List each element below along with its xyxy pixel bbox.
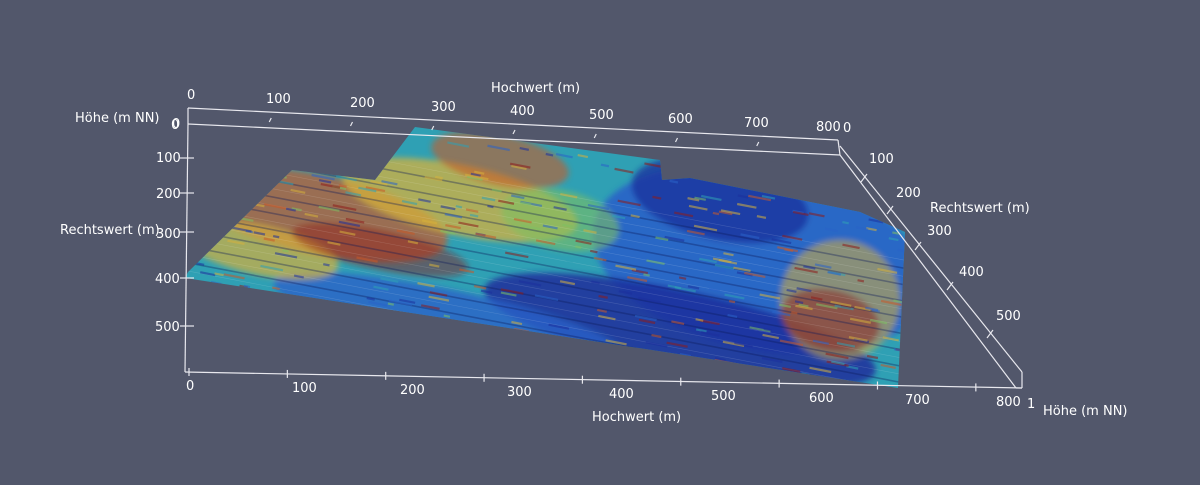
left-rechtswert-tick: 100 <box>156 151 181 166</box>
left-hoehe-axis-title: Höhe (m NN) <box>75 111 160 126</box>
top-hochwert-ticks: 0 100 200 300 400 500 600 700 800 <box>187 88 841 135</box>
bottom-hochwert-axis-title: Hochwert (m) <box>592 410 681 425</box>
top-hochwert-tick: 500 <box>589 108 614 123</box>
left-rechtswert-tick: 400 <box>155 272 180 287</box>
top-hochwert-tick: 100 <box>266 92 291 107</box>
left-rechtswert-ticks: 0 100 200 300 400 500 <box>155 117 181 335</box>
right-rechtswert-tick: 400 <box>959 265 984 280</box>
top-hochwert-tick: 300 <box>431 100 456 115</box>
top-hochwert-axis-title: Hochwert (m) <box>491 81 580 96</box>
axes-box <box>180 107 1023 392</box>
left-rechtswert-axis-title: Rechtswert (m) <box>60 223 160 238</box>
top-hochwert-tick: 400 <box>510 104 535 119</box>
right-hoehe-axis-title: Höhe (m NN) <box>1043 404 1128 419</box>
bottom-hochwert-tick: 700 <box>905 393 930 408</box>
right-rechtswert-axis-title: Rechtswert (m) <box>930 201 1030 216</box>
left-rechtswert-tick: 300 <box>156 227 181 242</box>
right-rechtswert-tick: 100 <box>869 152 894 167</box>
top-hochwert-tick: 800 <box>816 120 841 135</box>
bottom-hochwert-tick: 300 <box>507 385 532 400</box>
top-hochwert-tick: 700 <box>744 116 769 131</box>
left-hoehe-tick: 0 <box>171 118 179 133</box>
right-rechtswert-tick: 200 <box>896 186 921 201</box>
top-hochwert-tick: 200 <box>350 96 375 111</box>
right-rechtswert-tick: 0 <box>843 121 851 136</box>
bottom-hochwert-tick: 500 <box>711 389 736 404</box>
bottom-hochwert-tick: 0 <box>186 379 194 394</box>
right-rechtswert-ticks: 0 100 200 300 400 500 <box>843 121 1021 324</box>
right-rechtswert-tick: 300 <box>927 224 952 239</box>
left-rechtswert-tick: 0 <box>172 117 180 132</box>
bottom-hochwert-tick: 200 <box>400 383 425 398</box>
left-rechtswert-tick: 200 <box>156 187 181 202</box>
bottom-hochwert-tick: 600 <box>809 391 834 406</box>
survey-surface <box>185 127 905 388</box>
right-rechtswert-tick: 500 <box>996 309 1021 324</box>
left-rechtswert-tick: 500 <box>155 320 180 335</box>
bottom-hochwert-tick: 800 <box>996 395 1021 410</box>
top-hochwert-tick: 0 <box>187 88 195 103</box>
right-hoehe-tick: 1 <box>1027 397 1035 412</box>
bottom-hochwert-ticks: 0 100 200 300 400 500 600 700 800 <box>186 379 1021 410</box>
bottom-hochwert-tick: 400 <box>609 387 634 402</box>
top-hochwert-tick: 600 <box>668 112 693 127</box>
bottom-hochwert-tick: 100 <box>292 381 317 396</box>
